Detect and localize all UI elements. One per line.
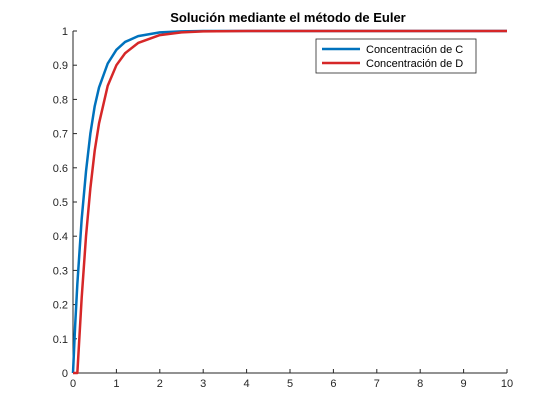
legend-label-1: Concentración de C	[366, 44, 463, 56]
x-tick-label: 6	[330, 378, 336, 390]
legend: Concentración de C Concentración de D	[315, 38, 477, 74]
legend-label-2: Concentración de D	[366, 58, 463, 70]
series-line-2	[73, 29, 507, 375]
series-lines	[71, 29, 507, 375]
legend-box	[315, 38, 477, 74]
x-tick-label: 10	[501, 378, 513, 390]
y-tick-label: 0.5	[53, 197, 68, 209]
y-tick-label: 0.1	[53, 334, 68, 346]
y-tick-label: 0.4	[53, 231, 68, 243]
x-tick-label: 3	[200, 378, 206, 390]
y-tick-label: 0.6	[53, 163, 68, 175]
y-tick-label: 0.2	[53, 300, 68, 312]
y-tick-label: 0	[62, 368, 68, 380]
x-tick-label: 5	[287, 378, 293, 390]
y-tick-label: 0.3	[53, 265, 68, 277]
x-tick-label: 9	[461, 378, 467, 390]
x-tick-label: 1	[113, 378, 119, 390]
axes: 0 1 2 3 4 5 6 7 8 9 10 0 0.1 0.2 0.3 0.4 0.5 0.6 0.7 0.8 0.9…	[53, 26, 513, 390]
y-tick-label: 1	[62, 26, 68, 38]
x-tick-label: 8	[417, 378, 423, 390]
y-tick-label: 0.9	[53, 60, 68, 72]
chart-title: Solución mediante el método de Euler	[170, 10, 406, 25]
x-tick-label: 4	[244, 378, 250, 390]
plot-area	[73, 31, 507, 373]
y-tick-label: 0.7	[53, 129, 68, 141]
y-tick-label: 0.8	[53, 94, 68, 106]
x-tick-label: 2	[157, 378, 163, 390]
x-tick-label: 0	[70, 378, 76, 390]
x-tick-label: 7	[374, 378, 380, 390]
